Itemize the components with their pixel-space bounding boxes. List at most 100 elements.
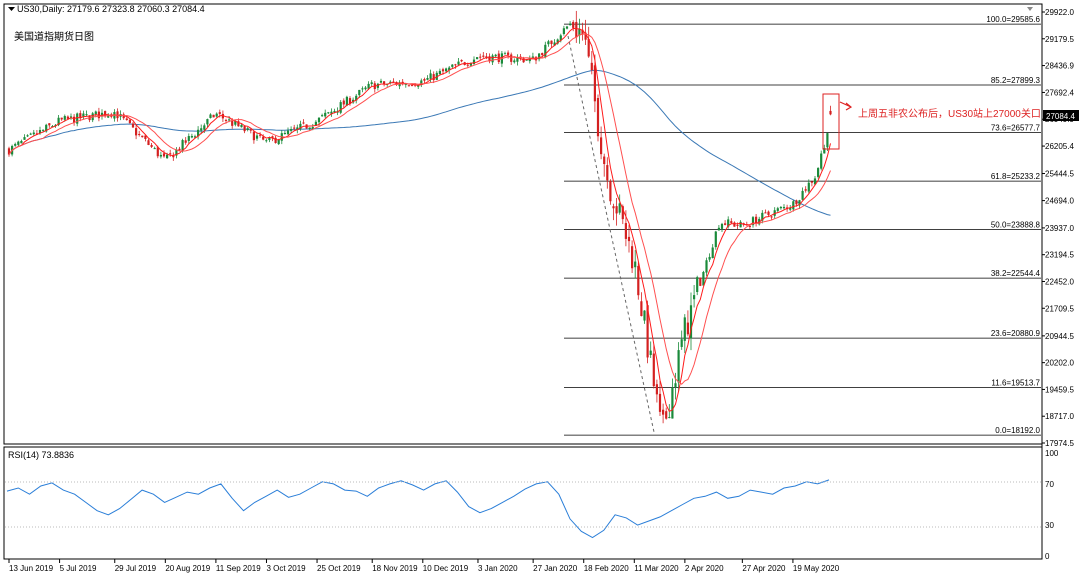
candle-body: [503, 53, 507, 55]
candle-body: [426, 78, 429, 80]
candle-body: [466, 64, 469, 66]
candles-layer: [7, 10, 832, 424]
candle-body: [355, 95, 358, 101]
candle-body: [138, 133, 141, 135]
candle-body: [696, 277, 699, 292]
rsi-line: [6, 479, 830, 539]
candle-body: [69, 116, 73, 118]
candle-body: [212, 114, 215, 118]
candle-body: [581, 29, 584, 35]
candle-body: [795, 200, 798, 205]
candle-body: [308, 127, 311, 129]
candle-body: [541, 53, 544, 56]
candle-body: [708, 256, 711, 260]
fib-level-label: 73.6=26577.7: [991, 124, 1041, 133]
candle-body: [32, 132, 35, 135]
candle-body: [265, 140, 268, 142]
candle-body: [94, 111, 97, 115]
price-tick-label: 19459.5: [1045, 385, 1074, 394]
candle-body: [54, 124, 57, 126]
candle-body: [792, 201, 795, 210]
candle-body: [128, 119, 131, 123]
candle-body: [538, 53, 541, 60]
candle-body: [680, 339, 683, 347]
candle-body: [240, 124, 243, 128]
candle-body: [14, 143, 17, 146]
ma-long-line: [8, 69, 831, 216]
fib-level-label: 50.0=23888.8: [991, 221, 1041, 230]
candle-body: [7, 148, 11, 155]
price-tick-label: 26205.4: [1045, 142, 1074, 151]
dropdown-triangle-icon[interactable]: [8, 7, 15, 11]
candle-body: [559, 35, 562, 41]
collapse-triangle-icon[interactable]: [1027, 7, 1033, 11]
candle-body: [689, 305, 693, 339]
candle-body: [178, 148, 181, 151]
candle-body: [209, 114, 212, 118]
fibonacci-levels: 100.0=29585.6 85.2=27899.3 73.6=26577.7 61.…: [564, 15, 1041, 436]
candle-body: [184, 140, 187, 143]
time-tick-label: 27 Apr 2020: [742, 564, 786, 573]
candle-body: [494, 54, 497, 57]
candle-body: [565, 26, 569, 29]
candle-body: [485, 56, 488, 58]
candle-body: [268, 137, 271, 141]
candle-body: [714, 231, 717, 248]
candle-body: [516, 57, 519, 62]
candle-body: [751, 217, 755, 226]
candle-body: [224, 119, 228, 121]
candle-body: [683, 317, 686, 341]
candle-body: [528, 57, 531, 62]
candle-body: [327, 112, 330, 114]
candle-body: [569, 23, 572, 26]
candle-body: [798, 200, 801, 206]
candle-body: [215, 113, 218, 117]
candle-body: [370, 82, 373, 85]
candle-body: [197, 129, 200, 137]
candle-body: [621, 206, 624, 220]
candle-body: [764, 212, 767, 214]
candle-body: [302, 122, 305, 124]
candle-body: [677, 350, 680, 383]
ma-layer: [8, 27, 831, 412]
price-tick-label: 20944.5: [1045, 332, 1074, 341]
time-tick-label: 10 Dec 2019: [423, 564, 469, 573]
candle-body: [367, 83, 370, 89]
main-pane-frame: [3, 3, 1043, 445]
candle-body: [711, 247, 714, 259]
candle-body: [364, 87, 367, 90]
candle-body: [169, 153, 172, 155]
candle-body: [451, 64, 454, 67]
candle-body: [255, 135, 259, 139]
candle-body: [668, 417, 671, 419]
candle-body: [606, 165, 609, 181]
rsi-layer: 100 70 30 0: [6, 449, 1059, 561]
candle-body: [311, 127, 314, 130]
candle-body: [159, 154, 162, 157]
candle-body: [417, 85, 420, 87]
candle-body: [150, 144, 153, 147]
price-axis-ticks: 29922.029179.528436.927692.426949.926205…: [1042, 8, 1074, 448]
candle-body: [510, 54, 513, 62]
time-tick-label: 27 Jan 2020: [533, 564, 578, 573]
price-tick-label: 27692.4: [1045, 88, 1074, 97]
candle-body: [420, 80, 423, 85]
candle-body: [705, 260, 708, 273]
candle-body: [544, 44, 547, 57]
candle-body: [383, 81, 386, 85]
candle-body: [491, 55, 494, 63]
candle-body: [321, 115, 324, 117]
candle-body: [556, 39, 559, 44]
price-tick-label: 17974.5: [1045, 439, 1074, 448]
candle-body: [277, 139, 280, 145]
rsi-title: RSI(14) 73.8836: [8, 450, 74, 460]
candle-body: [144, 135, 147, 139]
rsi-tick-label: 30: [1045, 521, 1054, 530]
candle-body: [615, 206, 618, 214]
candle-body: [810, 181, 813, 183]
time-axis-ticks: 13 Jun 2019 5 Jul 2019 29 Jul 2019 20 Aug 2…: [8, 559, 840, 573]
candle-body: [627, 236, 631, 242]
candle-body: [584, 32, 587, 40]
candle-body: [358, 89, 361, 96]
